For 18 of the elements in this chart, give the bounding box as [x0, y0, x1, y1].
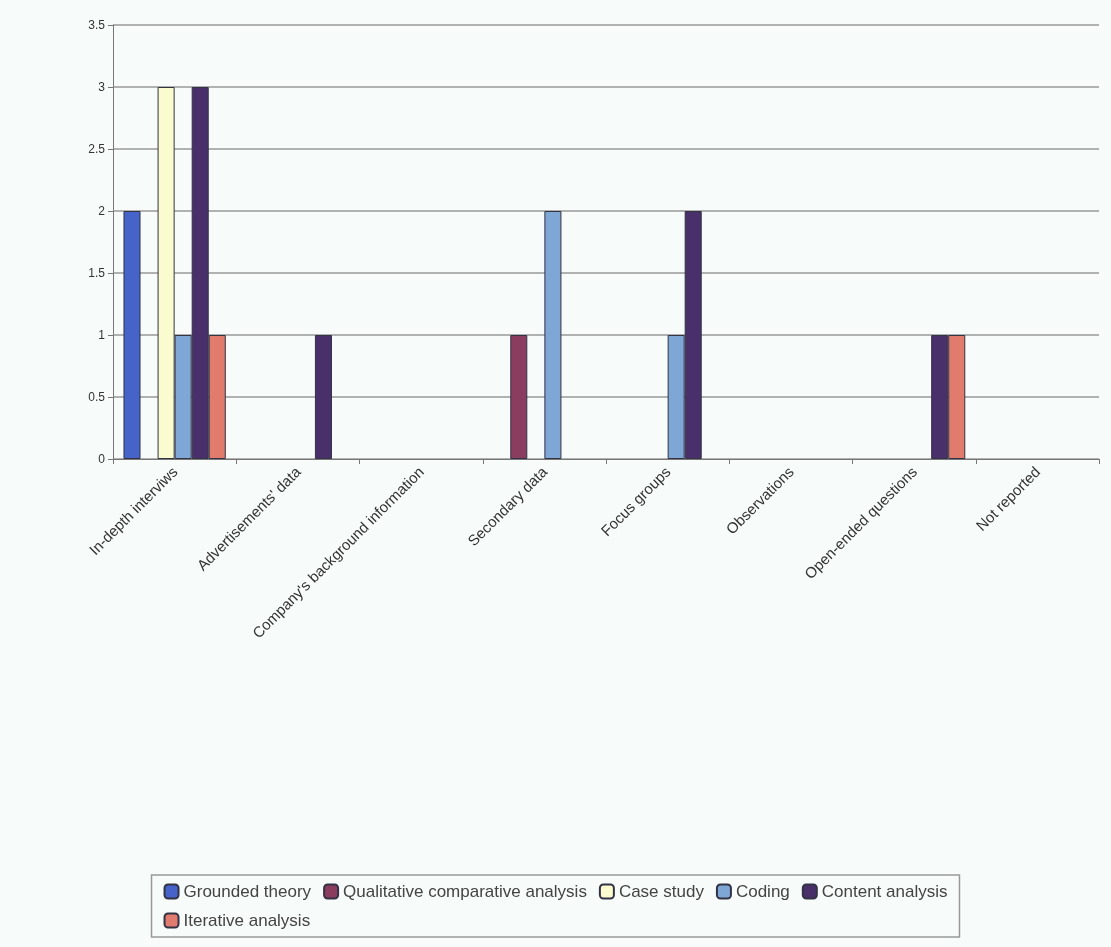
y-tick-label: 3.5	[88, 18, 106, 32]
y-tick-label: 2	[98, 204, 106, 218]
bar	[544, 211, 562, 459]
legend-label: Qualitative comparative analysis	[343, 882, 587, 901]
y-tick-label: 0	[98, 452, 106, 466]
legend-label: Case study	[618, 882, 705, 901]
legend-label: Coding	[735, 882, 790, 901]
y-tick-label: 1.5	[88, 266, 106, 280]
y-tick-label: 1	[98, 328, 106, 342]
bar	[123, 211, 141, 459]
bar	[314, 335, 332, 459]
bar	[510, 335, 528, 459]
y-tick-label: 3	[98, 80, 106, 94]
y-tick-label: 0.5	[88, 390, 106, 404]
legend-label: Content analysis	[821, 882, 948, 901]
legend-label: Grounded theory	[183, 882, 312, 901]
legend-label: Iterative analysis	[183, 911, 311, 930]
y-tick-label: 2.5	[88, 142, 106, 156]
